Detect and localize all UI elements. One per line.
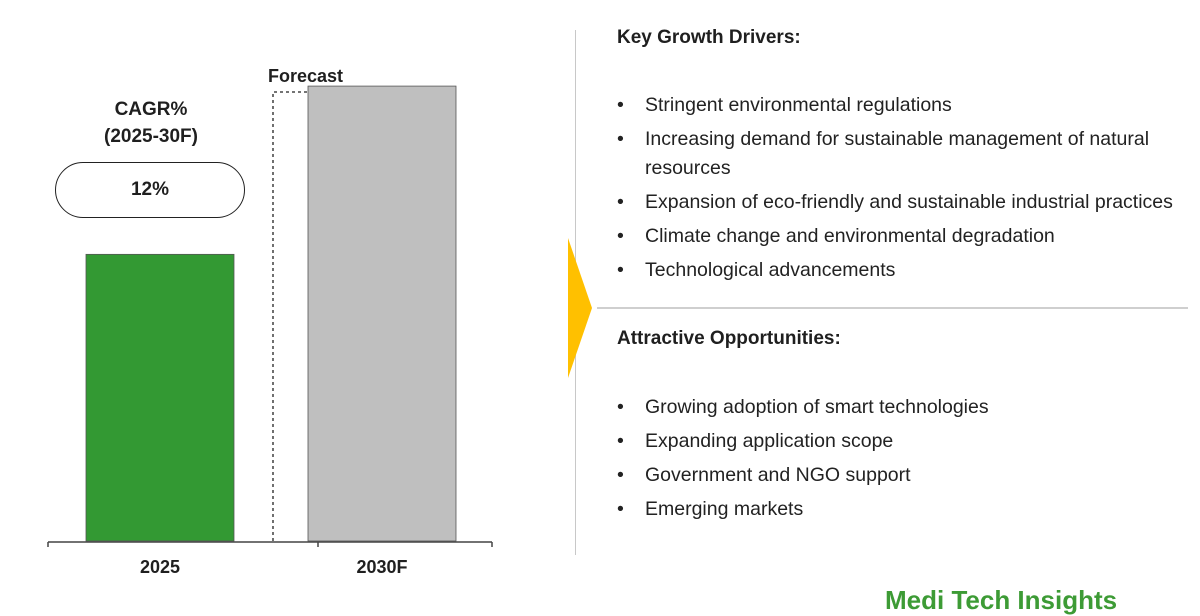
opportunity-item: Growing adoption of smart technologies <box>617 393 1192 422</box>
x-tick-label: 2030F <box>356 557 407 577</box>
growth-driver-item: Increasing demand for sustainable manage… <box>617 125 1192 183</box>
opportunity-item: Emerging markets <box>617 495 1192 524</box>
opportunities-title: Attractive Opportunities: <box>617 328 841 349</box>
bar-chart-svg: 2025 2030F <box>47 85 493 577</box>
chevron-right-icon <box>568 238 592 378</box>
growth-driver-item: Climate change and environmental degrada… <box>617 222 1192 251</box>
bar-2025 <box>85 253 235 542</box>
cagr-title-line-1: CAGR% <box>114 99 188 120</box>
cagr-title: CAGR% (2025-30F) <box>55 96 247 150</box>
growth-drivers-title: Key Growth Drivers: <box>617 27 801 48</box>
opportunity-item: Government and NGO support <box>617 461 1192 490</box>
bar-2030f <box>307 85 457 542</box>
growth-drivers-list: Stringent environmental regulations Incre… <box>617 91 1192 290</box>
growth-driver-item: Expansion of eco-friendly and sustainabl… <box>617 188 1192 217</box>
forecast-label: Forecast <box>268 66 344 86</box>
opportunities-list: Growing adoption of smart technologies Ex… <box>617 393 1192 529</box>
brand-logo: Medi Tech Insights <box>885 585 1118 615</box>
x-tick-label: 2025 <box>140 557 180 577</box>
cagr-value-badge: 12% <box>55 162 245 218</box>
growth-driver-item: Technological advancements <box>617 256 1192 285</box>
opportunity-item: Expanding application scope <box>617 427 1192 456</box>
horizontal-divider <box>597 307 1188 309</box>
market-chart: 2025 2030F CAGR% (2025-30F) 12% Forecast <box>0 0 560 600</box>
growth-driver-item: Stringent environmental regulations <box>617 91 1192 120</box>
cagr-title-line-2: (2025-30F) <box>104 126 198 147</box>
